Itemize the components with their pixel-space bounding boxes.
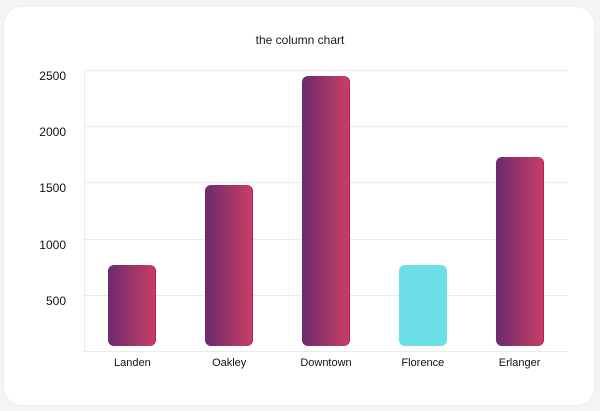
bar-florence[interactable] (398, 265, 447, 346)
y-tick-label: 2500 (39, 69, 66, 83)
y-tick-label: 1500 (39, 181, 66, 196)
y-tick-label: 1000 (39, 237, 66, 252)
bar-oakley[interactable] (205, 184, 254, 346)
y-axis-line (84, 70, 85, 351)
x-tick-label: Downtown (300, 357, 352, 369)
gridline (84, 70, 568, 71)
x-axis-line (84, 351, 568, 352)
x-tick-label: Landen (114, 357, 151, 369)
x-tick-label: Oakley (212, 357, 247, 369)
bar-downtown[interactable] (302, 75, 350, 346)
y-tick-label: 500 (45, 293, 66, 308)
bar-landen[interactable] (108, 265, 157, 346)
bar-erlanger[interactable] (495, 156, 544, 346)
chart-title: the column chart (255, 33, 345, 47)
x-tick-label: Erlanger (498, 357, 541, 369)
x-tick-label: Florence (401, 357, 445, 369)
y-tick-label: 2000 (39, 125, 66, 140)
